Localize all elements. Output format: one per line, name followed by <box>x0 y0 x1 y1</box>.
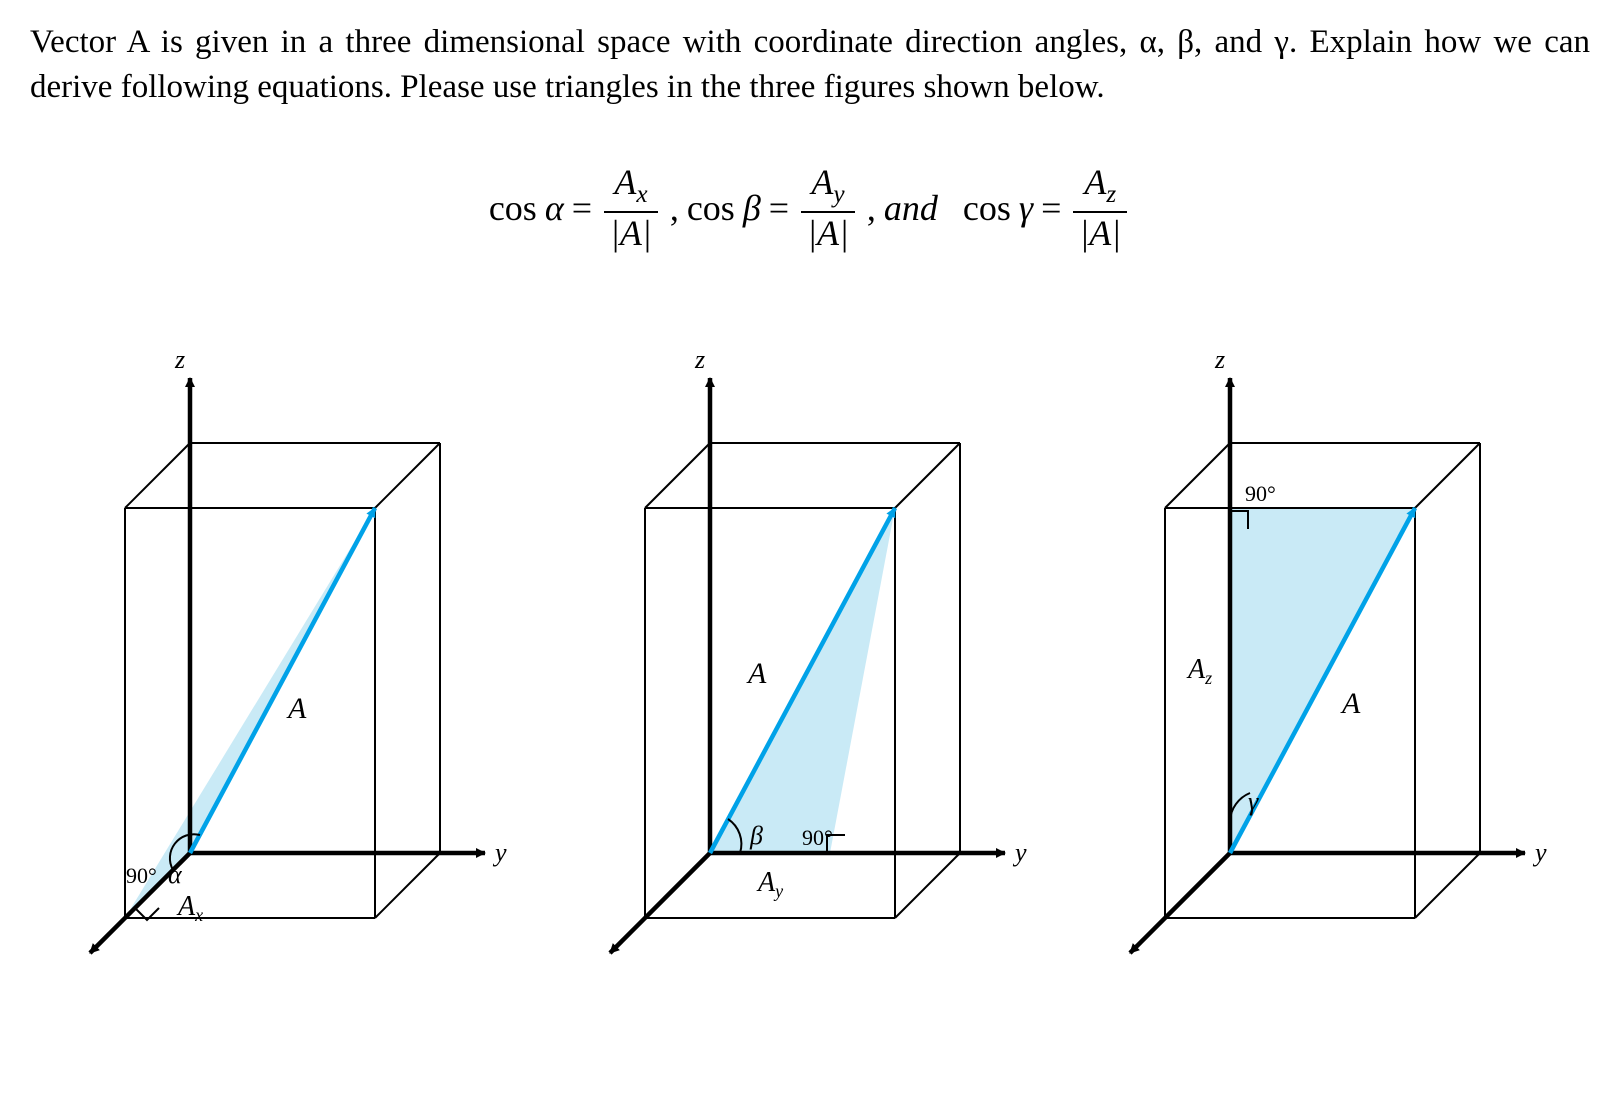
figure-alpha: α 90° A Ax z y <box>70 323 510 963</box>
eq1-angle: α <box>545 187 564 229</box>
svg-text:A: A <box>1340 687 1361 720</box>
svg-text:y: y <box>492 838 507 867</box>
svg-text:z: z <box>1214 345 1225 374</box>
eq2-eq: = <box>769 187 789 229</box>
svg-text:α: α <box>168 860 183 889</box>
svg-text:A: A <box>286 692 307 725</box>
eq2-angle: β <box>743 187 761 229</box>
svg-text:z: z <box>694 345 705 374</box>
svg-text:Az: Az <box>1186 654 1212 688</box>
eq1-fn: cos <box>489 187 537 229</box>
svg-text:90°: 90° <box>126 863 157 888</box>
eq2-fraction: Ay |A| <box>801 164 855 252</box>
eq1-fraction: Ax |A| <box>604 164 658 252</box>
eq3-fn: cos <box>963 187 1011 229</box>
figure-gamma: γ 90° A Az z y <box>1110 323 1550 963</box>
eq3-eq: = <box>1041 187 1061 229</box>
eq2-comma: , <box>867 187 876 229</box>
svg-text:90°: 90° <box>802 825 833 850</box>
figure-beta: β 90° A Ay z y <box>590 323 1030 963</box>
svg-text:γ: γ <box>1248 787 1259 816</box>
direction-cosine-equations: cos α = Ax |A| , cos β = Ay |A| , and co… <box>30 164 1590 252</box>
svg-text:z: z <box>174 345 185 374</box>
svg-text:Ay: Ay <box>756 867 783 901</box>
problem-statement: Vector A is given in a three dimensional… <box>30 20 1590 109</box>
svg-text:Ax: Ax <box>176 891 203 925</box>
eq1-eq: = <box>572 187 592 229</box>
figures-row: α 90° A Ax z y β 90° A Ay z y γ 90° A Az z y <box>30 323 1590 963</box>
eq1-comma: , <box>670 187 679 229</box>
eq-and: and <box>884 187 938 229</box>
page-root: Vector A is given in a three dimensional… <box>0 0 1620 1102</box>
eq3-angle: γ <box>1019 187 1033 229</box>
svg-text:A: A <box>746 657 767 690</box>
svg-text:y: y <box>1012 838 1027 867</box>
svg-text:β: β <box>749 821 763 850</box>
svg-text:90°: 90° <box>1245 481 1276 506</box>
eq3-fraction: Az |A| <box>1073 164 1127 252</box>
eq2-fn: cos <box>687 187 735 229</box>
svg-text:y: y <box>1532 838 1547 867</box>
